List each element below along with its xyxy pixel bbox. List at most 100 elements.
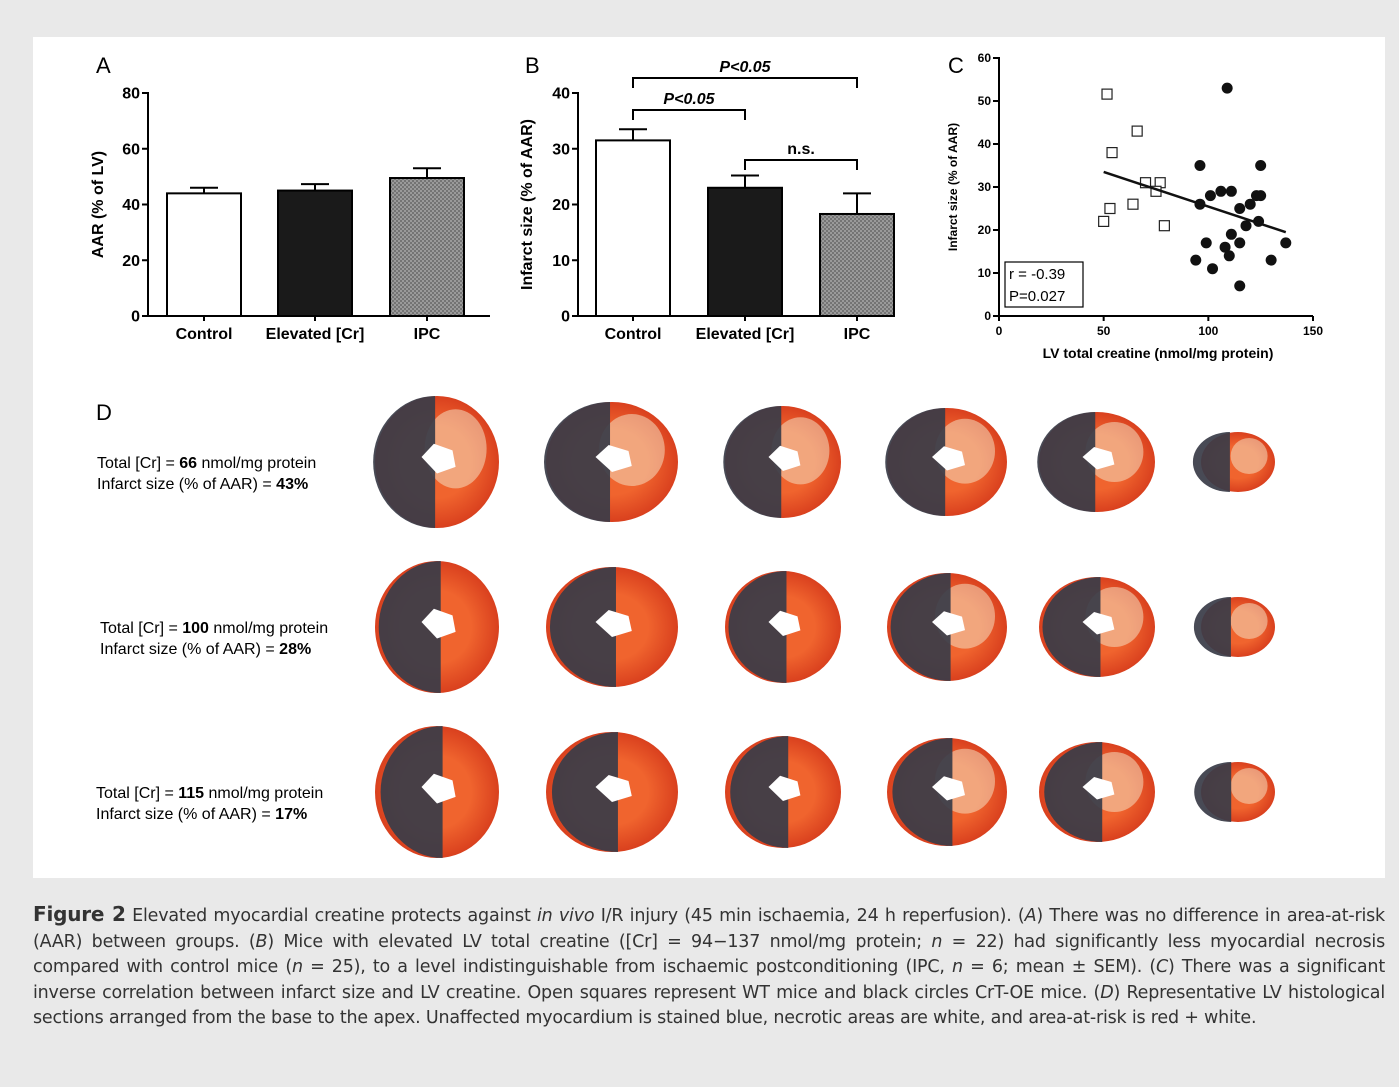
row-text: Total [Cr] = 115 nmol/mg protein <box>96 785 323 802</box>
blue-area <box>544 402 611 522</box>
lumen <box>421 608 456 639</box>
point <box>1101 88 1113 100</box>
lumen <box>1082 612 1115 635</box>
caption-text: = 22) had significantly less myocardial … <box>33 931 1385 978</box>
blue-area <box>892 738 953 846</box>
bar-texture <box>821 214 893 315</box>
caption-text: n <box>931 931 943 952</box>
blue-area <box>730 736 789 848</box>
y-tick-label: 20 <box>978 223 992 237</box>
point <box>1194 160 1206 171</box>
caption-text: D <box>1100 982 1114 1003</box>
x-tick-label: Elevated [Cr] <box>266 326 365 343</box>
point <box>1255 160 1267 171</box>
lumen <box>421 443 456 474</box>
lumen <box>932 446 965 471</box>
point <box>1225 228 1237 240</box>
caption-text: B <box>255 931 268 952</box>
figure: A AAR (% of LV) 0 20 40 60 80 Control Elevated [… <box>33 37 1385 878</box>
point <box>1221 82 1233 94</box>
x-axis-label: LV total creatine (nmol/mg protein) <box>1043 345 1274 361</box>
panel-label: A <box>96 53 111 78</box>
blue-area <box>728 571 787 683</box>
y-tick-label: 40 <box>552 86 570 103</box>
lumen <box>595 610 632 637</box>
blue-area <box>1194 762 1232 822</box>
y-tick-label: 60 <box>122 141 140 158</box>
x-tick-label: IPC <box>414 326 441 343</box>
point <box>1190 254 1202 266</box>
text-part: nmol/mg protein <box>209 620 328 637</box>
y-tick-label: 30 <box>552 141 570 158</box>
lumen <box>421 773 456 804</box>
significance-bracket <box>744 159 858 170</box>
text-part: Infarct size (% of AAR) = <box>97 476 276 493</box>
caption-text: n <box>952 957 963 977</box>
text-part: 43% <box>276 476 308 493</box>
point <box>1200 237 1212 249</box>
y-tick-label: 0 <box>131 309 140 326</box>
bar-texture <box>391 179 463 315</box>
bar <box>595 139 671 317</box>
y-tick-label: 40 <box>122 197 140 214</box>
text-part: Total [Cr] = <box>97 455 179 472</box>
point <box>1234 280 1246 292</box>
y-axis-label: AAR (% of LV) <box>90 151 107 258</box>
y-tick-label: 20 <box>122 253 140 270</box>
text-part: nmol/mg protein <box>197 455 316 472</box>
caption-text: C <box>1156 957 1169 977</box>
necrotic-area <box>1230 768 1268 804</box>
point <box>1223 250 1235 262</box>
significance-label: n.s. <box>787 141 815 158</box>
x-tick-label: 150 <box>1303 324 1323 338</box>
necrotic-area <box>1230 438 1268 474</box>
panel-label: C <box>948 53 964 78</box>
blue-area <box>723 406 782 518</box>
caption-text: n <box>291 957 303 977</box>
significance-bracket <box>632 109 746 120</box>
x-tick-label: Elevated [Cr] <box>696 326 795 343</box>
blue-area <box>1037 412 1096 512</box>
y-tick-label: 10 <box>552 253 570 270</box>
panel-label: B <box>525 53 540 78</box>
point <box>1215 185 1227 197</box>
stats-text: r = -0.39 <box>1009 266 1065 283</box>
point <box>1255 190 1267 202</box>
point <box>1234 237 1246 249</box>
text-part: Total [Cr] = <box>100 620 182 637</box>
point <box>1225 185 1237 197</box>
point <box>1131 125 1143 137</box>
lumen <box>768 445 801 471</box>
text-part: 28% <box>279 641 311 658</box>
caption-text: = 6; mean ± SEM). ( <box>962 957 1157 977</box>
necrotic-area <box>1230 603 1268 639</box>
y-tick-label: 0 <box>984 309 991 323</box>
lumen <box>932 611 965 636</box>
y-tick-label: 0 <box>561 309 570 326</box>
point <box>1244 198 1256 210</box>
blue-area <box>1042 577 1101 677</box>
row-text: Infarct size (% of AAR) = 28% <box>100 641 311 658</box>
caption-text: A <box>1024 906 1037 926</box>
y-tick-label: 50 <box>978 94 992 108</box>
lumen <box>595 445 632 472</box>
stats-text: P=0.027 <box>1009 288 1065 305</box>
text-part: Infarct size (% of AAR) = <box>100 641 279 658</box>
significance-label: P<0.05 <box>663 91 715 108</box>
lumen <box>768 775 801 801</box>
text-part: 100 <box>182 620 209 637</box>
x-tick-label: Control <box>605 326 662 343</box>
caption-text: in vivo <box>536 906 595 926</box>
text-part: 66 <box>179 455 197 472</box>
point <box>1098 215 1110 227</box>
caption-text: = 25), to a level indistinguishable from… <box>302 957 953 977</box>
y-tick-label: 60 <box>978 51 992 65</box>
panel-label: D <box>96 400 112 425</box>
x-tick-label: Control <box>176 326 233 343</box>
caption-label: Figure 2 <box>33 902 126 926</box>
blue-area <box>551 732 618 852</box>
point <box>1104 202 1116 215</box>
y-tick-label: 30 <box>978 180 992 194</box>
y-axis-label: Infarct size (% of AAR) <box>519 119 536 290</box>
